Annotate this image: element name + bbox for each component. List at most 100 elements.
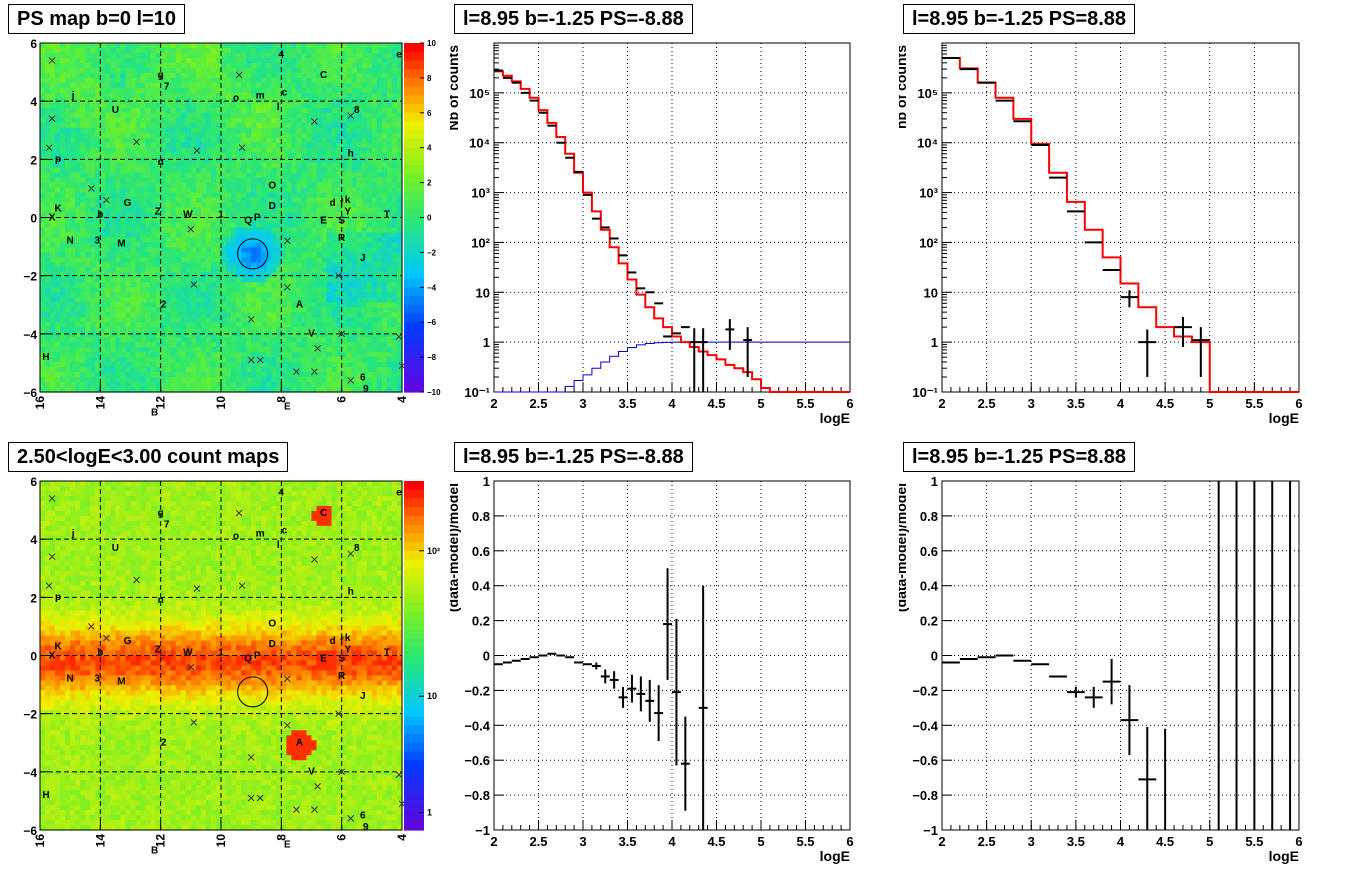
- heatmap-cell: [85, 282, 91, 288]
- heatmap-cell: [120, 107, 127, 114]
- heatmap-cell: [271, 382, 277, 388]
- heatmap-cell: [236, 372, 242, 378]
- heatmap-cell: [185, 382, 192, 388]
- heatmap-cell: [50, 302, 56, 308]
- heatmap-cell: [175, 137, 182, 144]
- heatmap-cell: [336, 192, 343, 199]
- heatmap-cell: [130, 132, 137, 139]
- heatmap-cell: [170, 372, 177, 378]
- heatmap-cell: [356, 137, 363, 144]
- heatmap-cell: [306, 92, 313, 99]
- heatmap-cell: [185, 272, 192, 278]
- heatmap-cell: [261, 277, 267, 283]
- heatmap-cell: [371, 192, 378, 199]
- heatmap-cell: [75, 227, 81, 234]
- heatmap-cell: [170, 287, 177, 293]
- heatmap-cell: [70, 177, 76, 184]
- heatmap-cell: [125, 377, 132, 383]
- heatmap-cell: [55, 43, 61, 49]
- heatmap-cell: [336, 147, 343, 154]
- heatmap-cell: [351, 387, 358, 393]
- heatmap-cell: [120, 337, 127, 343]
- heatmap-cell: [205, 117, 212, 124]
- heatmap-cell: [236, 347, 242, 353]
- heatmap-cell: [215, 122, 222, 129]
- heatmap-cell: [221, 127, 227, 134]
- heatmap-cell: [95, 362, 101, 368]
- heatmap-cell: [391, 317, 398, 323]
- heatmap-cell: [215, 177, 222, 184]
- heatmap-cell: [311, 372, 318, 378]
- heatmap-cell: [95, 157, 101, 164]
- heatmap-cell: [221, 262, 227, 268]
- heatmap-cell: [125, 227, 132, 234]
- heatmap-cell: [286, 47, 292, 54]
- heatmap-cell: [85, 247, 91, 253]
- heatmap-cell: [165, 107, 172, 114]
- heatmap-cell: [80, 297, 86, 303]
- heatmap-cell: [291, 43, 298, 49]
- heatmap-cell: [261, 247, 267, 253]
- heatmap-cell: [150, 102, 157, 109]
- heatmap-cell: [271, 237, 277, 244]
- heatmap-cell: [371, 327, 378, 333]
- heatmap-cell: [105, 267, 111, 273]
- heatmap-cell: [90, 267, 96, 273]
- heatmap-cell: [80, 212, 86, 219]
- heatmap-cell: [195, 77, 202, 84]
- heatmap-cell: [165, 317, 172, 323]
- heatmap-cell: [80, 342, 86, 348]
- heatmap-cell: [351, 207, 358, 214]
- heatmap-cell: [215, 102, 222, 109]
- heatmap-cell: [95, 67, 101, 74]
- heatmap-cell: [266, 107, 272, 114]
- heatmap-cell: [145, 267, 152, 273]
- heatmap-cell: [135, 237, 142, 244]
- heatmap-cell: [100, 82, 106, 89]
- heatmap-cell: [90, 222, 96, 229]
- heatmap-cell: [80, 247, 86, 253]
- heatmap-cell: [301, 132, 308, 139]
- heatmap-cell: [316, 262, 323, 268]
- heatmap-cell: [90, 242, 96, 249]
- heatmap-cell: [221, 282, 227, 288]
- heatmap-cell: [226, 302, 232, 308]
- heatmap-cell: [391, 127, 398, 134]
- heatmap-cell: [150, 227, 157, 234]
- heatmap-cell: [140, 387, 147, 393]
- heatmap-cell: [40, 267, 46, 273]
- heatmap-cell: [160, 267, 167, 273]
- heatmap-cell: [296, 242, 303, 249]
- heatmap-cell: [205, 97, 212, 104]
- heatmap-cell: [286, 97, 292, 104]
- heatmap-cell: [140, 337, 147, 343]
- heatmap-cell: [55, 202, 61, 209]
- heatmap-cell: [346, 252, 353, 258]
- heatmap-cell: [190, 367, 197, 373]
- heatmap-cell: [351, 247, 358, 253]
- heatmap-cell: [371, 277, 378, 283]
- heatmap-cell: [321, 132, 328, 139]
- heatmap-cell: [50, 247, 56, 253]
- heatmap-cell: [60, 112, 66, 119]
- heatmap-cell: [256, 337, 262, 343]
- heatmap-cell: [135, 377, 142, 383]
- heatmap-cell: [366, 222, 373, 229]
- heatmap-cell: [190, 157, 197, 164]
- heatmap-cell: [371, 132, 378, 139]
- heatmap-cell: [160, 387, 167, 393]
- heatmap-cell: [381, 362, 388, 368]
- heatmap-cell: [231, 357, 237, 363]
- heatmap-cell: [316, 282, 323, 288]
- heatmap-cell: [105, 172, 111, 179]
- heatmap-cell: [331, 132, 338, 139]
- heatmap-cell: [110, 317, 117, 323]
- heatmap-cell: [200, 202, 207, 209]
- heatmap-cell: [291, 302, 298, 308]
- heatmap-cell: [140, 357, 147, 363]
- heatmap-cell: [236, 187, 242, 194]
- heatmap-cell: [386, 97, 393, 104]
- heatmap-cell: [125, 112, 132, 119]
- heatmap-cell: [175, 257, 182, 263]
- heatmap-cell: [145, 287, 152, 293]
